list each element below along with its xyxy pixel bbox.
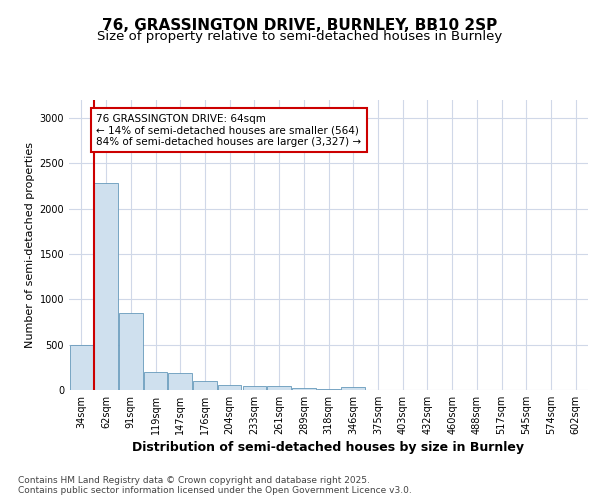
Bar: [242, 386, 266, 390]
Text: 76, GRASSINGTON DRIVE, BURNLEY, BB10 2SP: 76, GRASSINGTON DRIVE, BURNLEY, BB10 2SP: [103, 18, 497, 32]
Text: Size of property relative to semi-detached houses in Burnley: Size of property relative to semi-detach…: [97, 30, 503, 43]
Bar: [193, 382, 217, 390]
Bar: [169, 373, 192, 390]
Bar: [70, 344, 93, 390]
Text: Contains HM Land Registry data © Crown copyright and database right 2025.
Contai: Contains HM Land Registry data © Crown c…: [18, 476, 412, 495]
Y-axis label: Number of semi-detached properties: Number of semi-detached properties: [25, 142, 35, 348]
Bar: [94, 184, 118, 390]
Text: 76 GRASSINGTON DRIVE: 64sqm
← 14% of semi-detached houses are smaller (564)
84% : 76 GRASSINGTON DRIVE: 64sqm ← 14% of sem…: [96, 114, 361, 147]
Bar: [218, 384, 241, 390]
Bar: [317, 388, 340, 390]
Bar: [119, 313, 143, 390]
Bar: [292, 388, 316, 390]
Bar: [341, 388, 365, 390]
Bar: [144, 372, 167, 390]
Bar: [268, 386, 291, 390]
X-axis label: Distribution of semi-detached houses by size in Burnley: Distribution of semi-detached houses by …: [133, 441, 524, 454]
